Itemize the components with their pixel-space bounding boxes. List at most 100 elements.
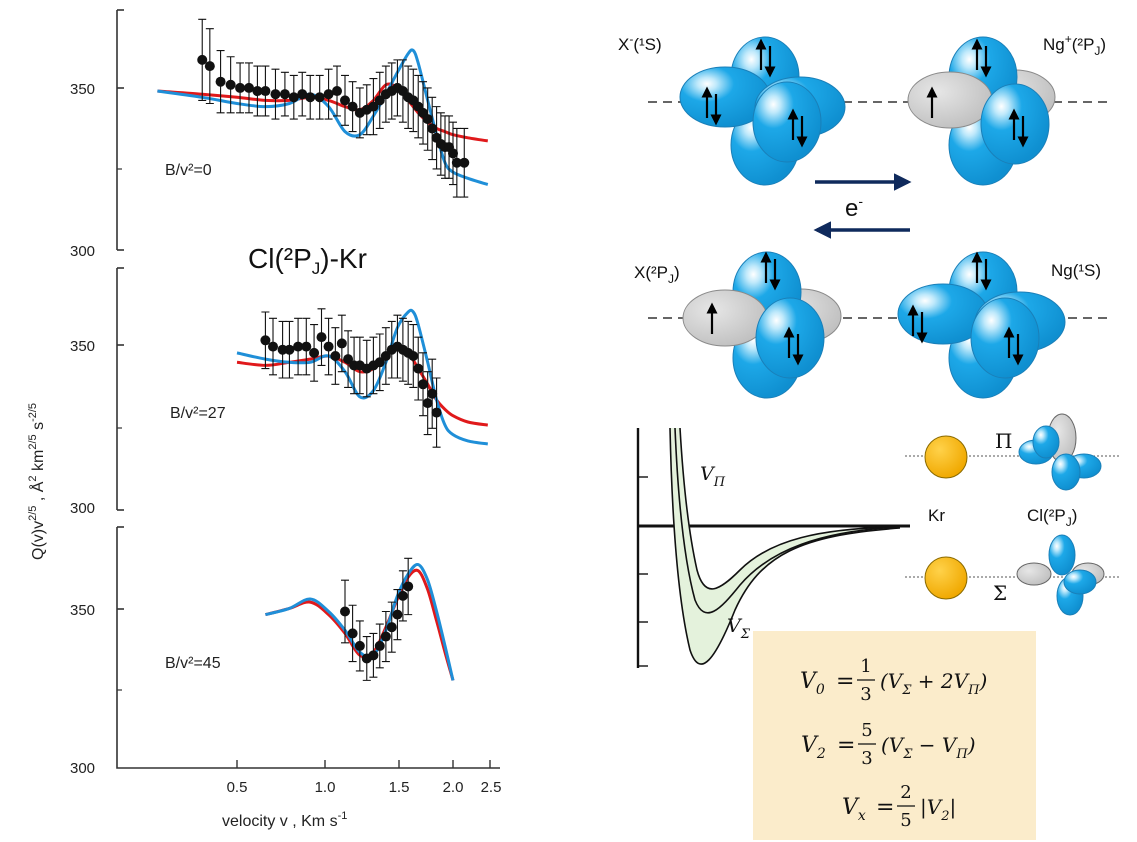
data-marker [427,388,438,399]
cl-orbital-sigma [1016,534,1105,616]
data-point [459,127,470,198]
ytick-350-top: 350 [70,81,95,98]
data-point [330,327,341,385]
data-marker [374,640,385,651]
equation-vx: Vx = 2 5 |V2| [842,782,956,831]
data-point [380,610,391,663]
data-marker [451,157,462,168]
data-point [347,604,358,663]
svg-text:1: 1 [860,656,871,677]
data-point [305,74,316,120]
data-point [260,311,271,370]
data-point [392,589,403,641]
data-point [332,65,343,117]
ytick-300-bot: 300 [70,760,95,777]
data-point [427,358,438,429]
panel-label-b27: B/v²=27 [170,405,226,422]
data-marker [374,95,385,106]
data-marker [270,89,281,100]
xtick-2.5: 2.5 [481,779,502,796]
data-point [380,327,391,385]
svg-text:Vx: Vx [842,795,866,824]
red-theory-curve [236,345,489,427]
data-point [336,314,347,373]
kr-label: Kr [928,506,945,525]
data-marker [336,338,347,349]
data-point [408,68,419,133]
data-marker [243,82,254,93]
data-point [386,601,397,653]
data-marker [418,379,429,390]
data-marker [330,351,341,361]
data-marker [197,54,208,65]
data-point [323,68,334,120]
ytick-350-bot: 350 [70,602,95,619]
data-point [448,121,458,186]
svg-text:V0: V0 [800,669,825,698]
svg-text:3: 3 [861,748,872,769]
red-theory-curve [265,568,455,681]
v-sigma-curve [669,427,901,665]
data-marker [309,347,320,358]
data-marker [374,357,385,368]
data-marker [392,609,403,620]
data-point [422,87,433,151]
y-axis-label: Q(v)v2/5 , Å2 km2/5 s-2/5 [27,403,47,560]
panel-b27-data [236,308,489,448]
data-marker [340,95,350,106]
data-marker [323,341,334,352]
panel-frame-top [116,9,124,251]
data-point [215,49,226,114]
equation-v0: V0 = 1 3 (VΣ + 2VΠ) [800,656,987,705]
data-marker [215,76,226,87]
data-marker [380,631,391,642]
electron-label: e- [845,193,863,222]
data-point [368,336,379,395]
v-mid-curve [674,427,901,614]
data-marker [305,92,316,103]
data-point [252,65,263,117]
data-marker [340,606,350,617]
xtick-0.5: 0.5 [227,779,248,796]
data-point [243,62,254,114]
xtick-1.0: 1.0 [315,779,336,796]
panel-label-b45: B/v²=45 [165,655,221,672]
data-marker [252,86,263,97]
data-point [427,96,438,161]
orbital-ng-cation [907,36,1056,186]
cl-label: Cl(²PJ) [1027,506,1077,529]
x-axis-label: velocity v , Km s-1 [222,810,347,830]
data-point [347,81,358,133]
data-marker [427,123,438,134]
data-point [354,620,365,672]
label-ng-cation: Ng+(²PJ) [1043,32,1106,58]
svg-text:|V2|: |V2| [920,795,956,824]
cl-orbital-pi [1018,413,1102,491]
panel-label-b0: B/v²=0 [165,162,212,179]
blue-theory-curve [236,308,489,446]
data-point [323,317,334,376]
potential-y-ticks [638,476,648,667]
data-marker [368,101,379,112]
data-point [197,18,208,101]
data-marker [422,114,433,125]
data-point [451,127,462,198]
data-point [368,78,379,136]
data-marker [459,157,470,168]
data-marker [316,332,327,343]
data-marker [386,622,397,633]
ytick-350-mid: 350 [70,338,95,355]
cross-section-plot: 350 300 350 300 350 300 0.5 1.0 1.5 2.0 … [27,9,502,830]
data-marker [431,407,442,418]
data-marker [354,640,365,651]
data-marker [422,398,433,409]
data-point [268,317,279,376]
equations-box: V0 = 1 3 (VΣ + 2VΠ) V2 = 5 3 (VΣ − VΠ) V… [753,631,1036,840]
data-point [284,320,295,379]
data-marker [347,101,358,112]
svg-text:V2: V2 [801,733,826,762]
data-marker [260,86,271,97]
orbital-diagram: X-(¹S) Ng+(²PJ) X(²PJ) Ng(¹S) e- [618,32,1110,399]
data-point [386,62,397,120]
label-x-anion: X-(¹S) [618,32,662,54]
